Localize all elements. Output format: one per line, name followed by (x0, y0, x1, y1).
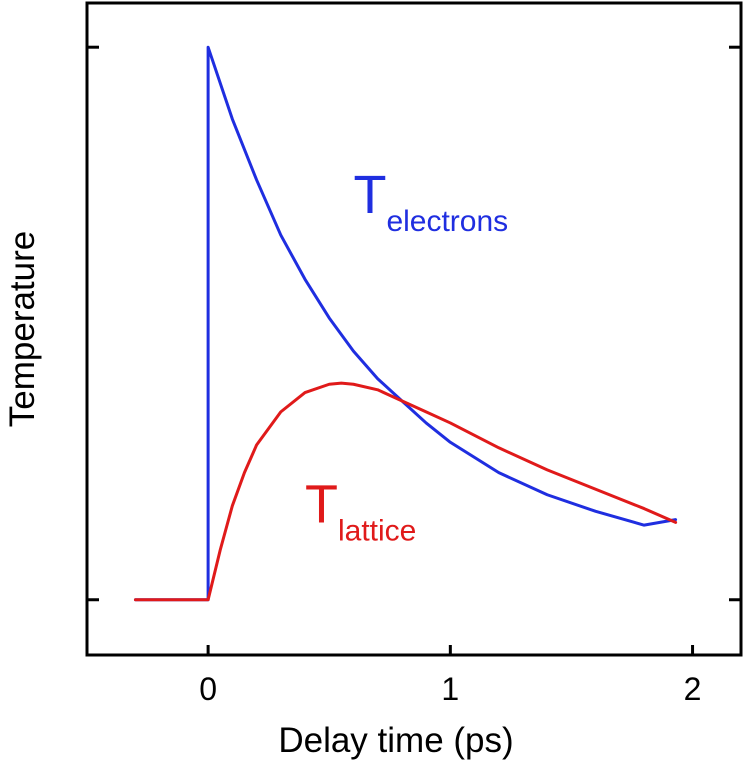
y-axis-label: Temperature (3, 231, 42, 427)
series-line-lattice (133, 381, 678, 602)
x-tick-label: 1 (441, 671, 459, 707)
x-tick-label: 0 (199, 671, 217, 707)
annotation-lattice: Tlattice (305, 474, 416, 547)
annotation-sub-text: electrons (386, 205, 508, 238)
annotation-main-text: T (305, 474, 338, 534)
x-tick-label: 2 (684, 671, 702, 707)
annotation-main-text: T (353, 165, 386, 225)
series-layer (133, 45, 678, 602)
x-ticks: 0 1 2 (199, 645, 701, 707)
x-axis-label: Delay time (ps) (278, 721, 513, 760)
plot-frame (85, 1, 743, 657)
series-line-electrons (133, 45, 678, 602)
annotation-sub-text: lattice (338, 514, 416, 547)
annotation-electrons: Telectrons (353, 165, 508, 238)
y-ticks (87, 45, 741, 602)
